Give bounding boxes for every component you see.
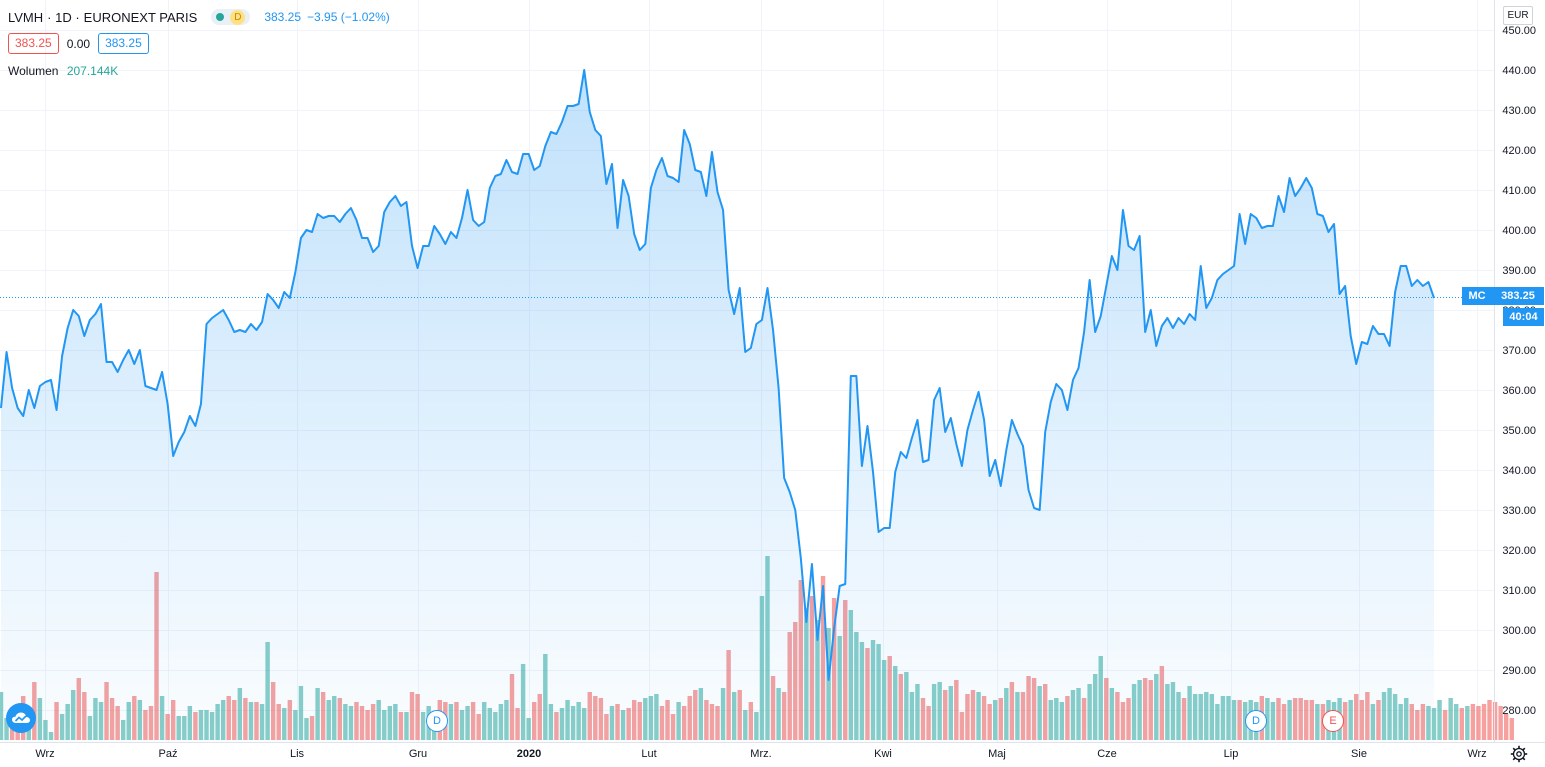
chart-legend: LVMH · 1D · EURONEXT PARIS D 383.25 −3.9… (8, 7, 390, 27)
price-axis-label: 310.00 (1502, 585, 1536, 597)
price-axis-label: 450.00 (1502, 25, 1536, 37)
price-axis-label: 320.00 (1502, 545, 1536, 557)
price-axis-label: 430.00 (1502, 105, 1536, 117)
time-axis-label: Lut (641, 748, 656, 760)
time-axis-label: Wrz (35, 748, 54, 760)
price-axis-label: 370.00 (1502, 345, 1536, 357)
spread-value: 0.00 (66, 36, 91, 51)
volume-label[interactable]: Wolumen (8, 64, 59, 78)
delayed-data-badge: D (230, 9, 246, 25)
time-axis-label: 2020 (517, 748, 541, 760)
volume-legend: Wolumen 207.144K (8, 64, 118, 78)
currency-label[interactable]: EUR (1503, 6, 1533, 25)
bid-ask-row: 383.25 0.00 383.25 (8, 33, 149, 54)
volume-bar (1465, 706, 1470, 740)
time-axis-label: Paź (159, 748, 178, 760)
tradingview-logo-icon[interactable] (6, 703, 36, 733)
time-axis: Wrz Paź Lis Gru 2020 Lut Mrz. Kwi Maj Cze Lip Sie Wr… (35, 748, 1486, 760)
time-axis-label: Cze (1097, 748, 1117, 760)
volume-value: 207.144K (66, 64, 119, 78)
price-axis-label: 330.00 (1502, 505, 1536, 517)
market-open-dot-icon (216, 13, 225, 21)
last-price-tag: 383.25 (1492, 287, 1544, 305)
price-axis: 450.00 440.00 430.00 420.00 410.00 400.00 390.… (1502, 25, 1536, 717)
symbol-name[interactable]: LVMH (8, 9, 44, 25)
interval-label[interactable]: · 1D · (47, 9, 80, 25)
volume-bar (1470, 704, 1476, 740)
symbol-price-tag: MC (1462, 287, 1492, 305)
volume-bar (1503, 714, 1509, 740)
time-axis-label: Sie (1351, 748, 1367, 760)
volume-bar (1459, 708, 1464, 740)
price-change: −3.95 (−1.02%) (307, 10, 390, 24)
dividend-marker[interactable]: D (426, 710, 448, 732)
price-axis-label: 440.00 (1502, 65, 1536, 77)
bid-price[interactable]: 383.25 (8, 33, 59, 54)
volume-bar (1476, 706, 1481, 740)
price-axis-label: 390.00 (1502, 265, 1536, 277)
volume-bar (1492, 702, 1498, 740)
ask-price[interactable]: 383.25 (98, 33, 149, 54)
bar-countdown-tag: 40:04 (1503, 308, 1544, 326)
price-axis-label: 420.00 (1502, 145, 1536, 157)
volume-bar (1454, 704, 1459, 740)
last-price: 383.25 (264, 10, 302, 24)
price-axis-label: 360.00 (1502, 385, 1536, 397)
dividend-marker[interactable]: D (1245, 710, 1267, 732)
market-status-badge[interactable]: D (211, 9, 251, 25)
price-area (1, 70, 1434, 742)
price-axis-label: 340.00 (1502, 465, 1536, 477)
volume-bar (1481, 704, 1487, 740)
price-axis-label: 400.00 (1502, 225, 1536, 237)
time-axis-label: Gru (409, 748, 427, 760)
volume-bar (1431, 708, 1437, 740)
volume-bar (1498, 706, 1503, 740)
time-axis-label: Lis (290, 748, 305, 760)
price-axis-label: 290.00 (1502, 665, 1536, 677)
price-axis-label: 280.00 (1502, 705, 1536, 717)
time-axis-label: Maj (988, 748, 1006, 760)
price-axis-label: 300.00 (1502, 625, 1536, 637)
exchange-label: EURONEXT PARIS (83, 9, 198, 25)
time-axis-label: Lip (1224, 748, 1239, 760)
volume-bar (1442, 710, 1448, 740)
price-axis-label: 350.00 (1502, 425, 1536, 437)
time-axis-label: Wrz (1467, 748, 1486, 760)
volume-bar (1448, 698, 1453, 740)
volume-bar (1487, 700, 1492, 740)
volume-bar (1437, 700, 1442, 740)
time-axis-label: Mrz. (750, 748, 771, 760)
time-axis-label: Kwi (874, 748, 892, 760)
price-axis-label: 410.00 (1502, 185, 1536, 197)
gear-icon[interactable] (1510, 745, 1528, 763)
price-line (0, 69, 1435, 681)
earnings-marker[interactable]: E (1322, 710, 1344, 732)
volume-bar (1509, 718, 1514, 740)
